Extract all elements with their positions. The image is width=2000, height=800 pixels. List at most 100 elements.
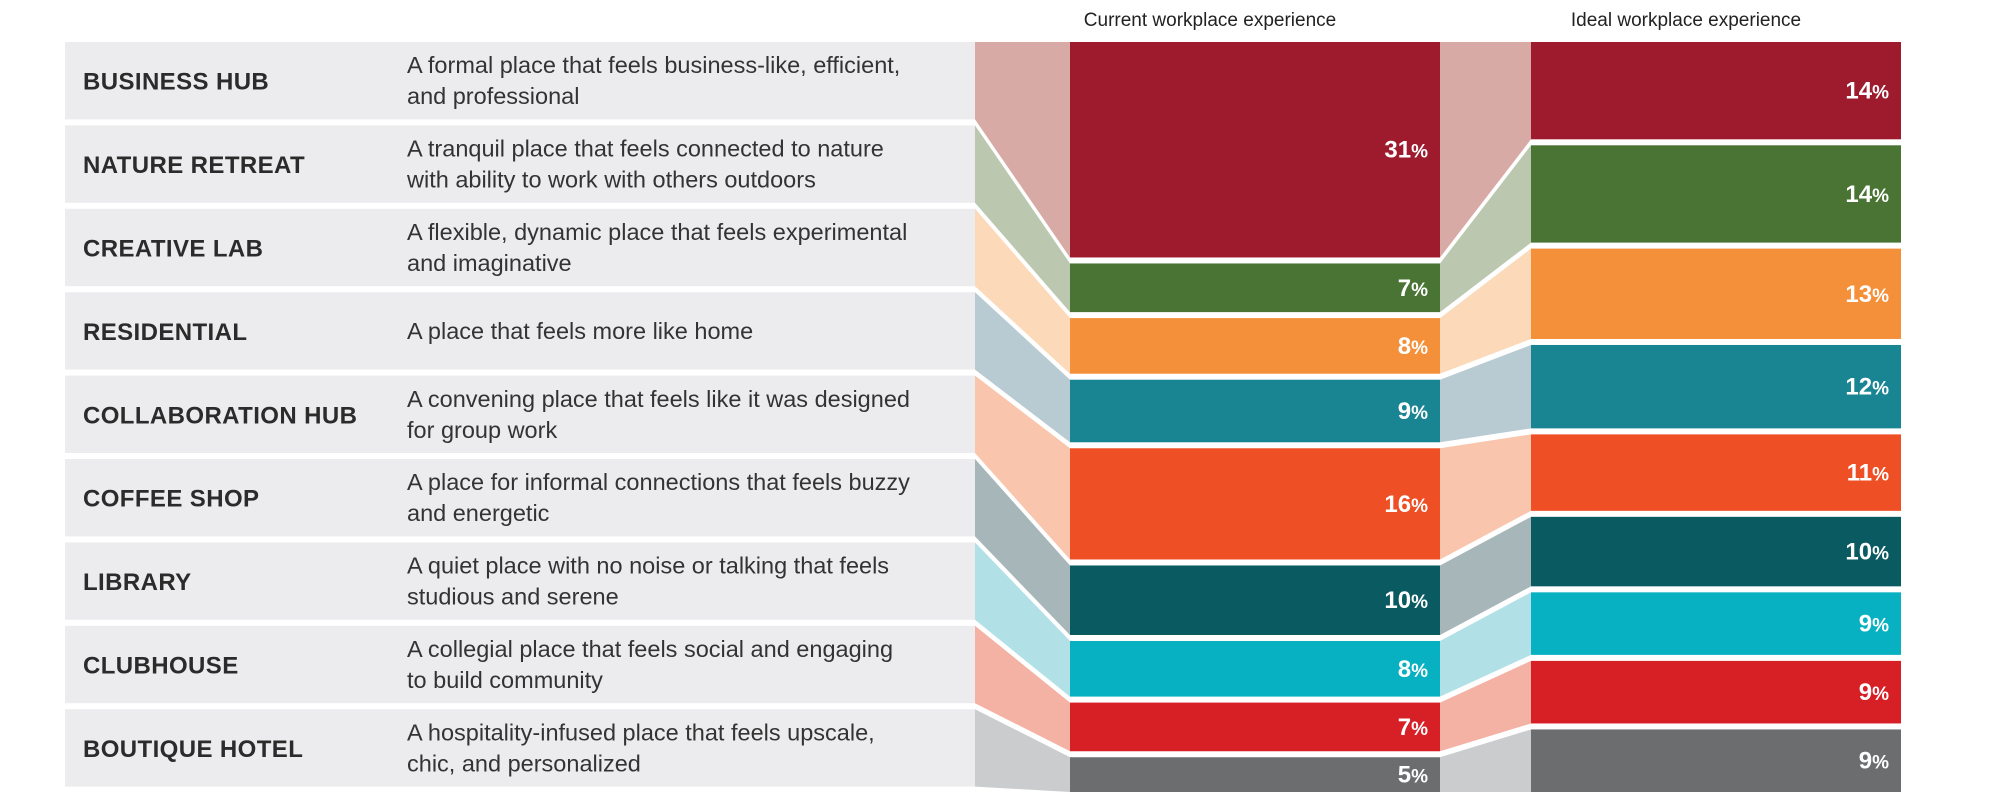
row-background	[65, 125, 975, 203]
category-row: COLLABORATION HUB A convening place that …	[65, 375, 975, 453]
value-number: 5	[1398, 762, 1411, 789]
percent-symbol: %	[1411, 719, 1428, 740]
ideal-value-label: 14%	[1845, 181, 1889, 208]
ideal-value-label: 13%	[1845, 281, 1889, 308]
category-row: NATURE RETREAT A tranquil place that feel…	[65, 125, 975, 203]
current-value-label: 8%	[1398, 656, 1428, 683]
percent-symbol: %	[1872, 379, 1889, 400]
flow-band-middle	[1440, 344, 1531, 443]
category-description-line: A quiet place with no noise or talking t…	[407, 553, 889, 579]
flow-band-left	[975, 125, 1070, 313]
row-background	[65, 542, 975, 620]
current-value-label: 7%	[1398, 275, 1428, 302]
category-name: CREATIVE LAB	[83, 236, 263, 263]
category-name: LIBRARY	[83, 569, 192, 596]
category-description-line: chic, and personalized	[407, 750, 641, 776]
ideal-bar-segment	[1531, 344, 1901, 429]
percent-symbol: %	[1411, 338, 1428, 359]
category-row: BOUTIQUE HOTEL A hospitality-infused plac…	[65, 709, 975, 787]
current-value-label: 5%	[1398, 762, 1428, 789]
value-number: 31	[1384, 137, 1411, 164]
current-bar-segment	[1070, 640, 1440, 697]
ideal-value-label: 11%	[1847, 460, 1889, 487]
category-name: COFFEE SHOP	[83, 486, 259, 513]
ideal-bar-segment	[1531, 516, 1901, 587]
current-bar-segment	[1070, 318, 1440, 374]
category-description-line: A flexible, dynamic place that feels exp…	[407, 219, 907, 245]
percent-symbol: %	[1411, 403, 1428, 424]
ideal-value-label: 10%	[1845, 539, 1889, 566]
percent-symbol: %	[1872, 684, 1889, 705]
current-value-label: 31%	[1384, 137, 1428, 164]
percent-symbol: %	[1872, 753, 1889, 774]
current-value-label: 7%	[1398, 714, 1428, 741]
flow-band-middle	[1440, 592, 1531, 697]
category-description-line: and professional	[407, 83, 579, 109]
category-description-line: A collegial place that feels social and …	[407, 636, 893, 662]
category-row: RESIDENTIAL A place that feels more like …	[65, 292, 975, 370]
category-row: LIBRARY A quiet place with no noise or ta…	[65, 542, 975, 620]
flow-band-left	[975, 709, 1070, 792]
ideal-bar-segment	[1531, 592, 1901, 655]
flow-band-middle	[1440, 729, 1531, 792]
percent-symbol: %	[1411, 280, 1428, 301]
value-number: 9	[1859, 679, 1872, 706]
row-background	[65, 709, 975, 787]
ideal-bar-segment	[1531, 434, 1901, 511]
category-row: CLUBHOUSE A collegial place that feels so…	[65, 625, 975, 704]
category-description-line: to build community	[407, 667, 603, 693]
ideal-value-label: 12%	[1845, 374, 1889, 401]
flow-band-middle	[1440, 248, 1531, 374]
category-description-line: A hospitality-infused place that feels u…	[407, 719, 875, 745]
value-number: 7	[1398, 714, 1411, 741]
category-description-line: A tranquil place that feels connected to…	[407, 136, 884, 162]
flow-band-middle	[1440, 145, 1531, 313]
current-bar-segment	[1070, 565, 1440, 635]
flow-band-left	[975, 42, 1070, 258]
current-bar-segment	[1070, 757, 1440, 792]
current-bar-segment	[1070, 379, 1440, 443]
value-number: 7	[1398, 275, 1411, 302]
ideal-value-label: 14%	[1845, 78, 1889, 105]
category-description-line: and energetic	[407, 500, 550, 526]
category-description-line: A place for informal connections that fe…	[407, 469, 910, 495]
percent-symbol: %	[1872, 465, 1889, 486]
row-background	[65, 459, 975, 537]
ideal-value-label: 9%	[1859, 748, 1889, 775]
category-name: BUSINESS HUB	[83, 69, 269, 96]
flow-band-middle	[1440, 434, 1531, 560]
category-description-line: with ability to work with others outdoor…	[406, 167, 816, 193]
percent-symbol: %	[1411, 592, 1428, 613]
value-number: 9	[1859, 748, 1872, 775]
current-value-label: 9%	[1398, 398, 1428, 425]
row-background	[65, 375, 975, 453]
value-number: 10	[1845, 539, 1872, 566]
value-number: 14	[1845, 78, 1872, 105]
current-bar-segment	[1070, 42, 1440, 258]
flow-band-left	[975, 459, 1070, 635]
flow-band-middle	[1440, 516, 1531, 635]
category-name: BOUTIQUE HOTEL	[83, 736, 303, 763]
percent-symbol: %	[1411, 661, 1428, 682]
value-number: 9	[1398, 398, 1411, 425]
category-name: RESIDENTIAL	[83, 319, 247, 346]
ideal-bar-segment	[1531, 660, 1901, 724]
row-background	[65, 42, 975, 120]
category-name: COLLABORATION HUB	[83, 402, 357, 429]
percent-symbol: %	[1872, 616, 1889, 637]
ideal-bar-segment	[1531, 729, 1901, 792]
percent-symbol: %	[1411, 767, 1428, 788]
category-description-line: studious and serene	[407, 584, 619, 610]
percent-symbol: %	[1411, 496, 1428, 517]
current-bar-segment	[1070, 263, 1440, 313]
current-bar-segment	[1070, 448, 1440, 560]
current-value-label: 16%	[1384, 491, 1428, 518]
flow-band-left	[975, 292, 1070, 443]
value-number: 14	[1845, 181, 1872, 208]
current-value-label: 10%	[1384, 587, 1428, 614]
value-number: 9	[1859, 611, 1872, 638]
category-description-line: A convening place that feels like it was…	[407, 386, 910, 412]
value-number: 13	[1845, 281, 1872, 308]
ideal-bar-segment	[1531, 42, 1901, 140]
